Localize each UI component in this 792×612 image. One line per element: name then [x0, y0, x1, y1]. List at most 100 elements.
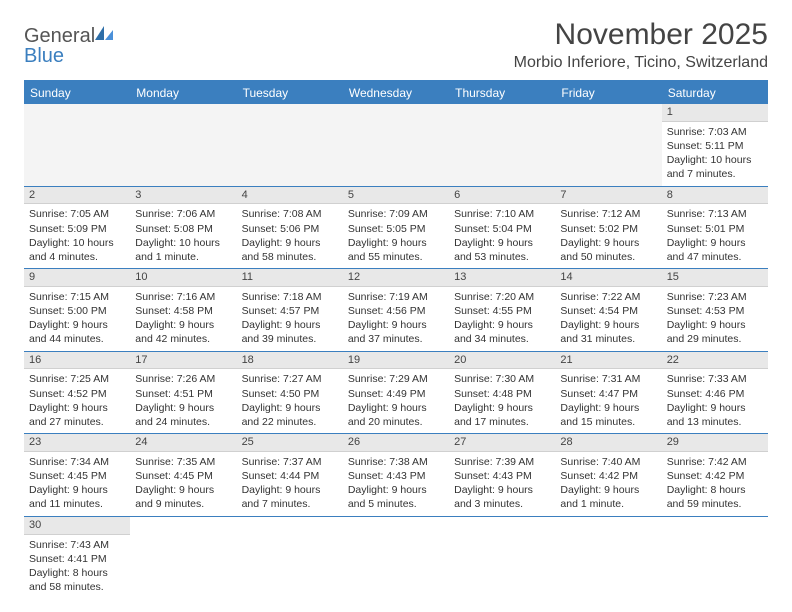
week-row: 16Sunrise: 7:25 AMSunset: 4:52 PMDayligh… [24, 352, 768, 435]
daylight-text: Daylight: 9 hours and 58 minutes. [242, 236, 338, 264]
sunset-text: Sunset: 4:45 PM [29, 469, 125, 483]
day-content: Sunrise: 7:26 AMSunset: 4:51 PMDaylight:… [130, 369, 236, 433]
day-number: 29 [662, 434, 768, 452]
week-row: 9Sunrise: 7:15 AMSunset: 5:00 PMDaylight… [24, 269, 768, 352]
daylight-text: Daylight: 9 hours and 15 minutes. [560, 401, 656, 429]
day-content: Sunrise: 7:25 AMSunset: 4:52 PMDaylight:… [24, 369, 130, 433]
day-cell: 18Sunrise: 7:27 AMSunset: 4:50 PMDayligh… [237, 352, 343, 435]
daylight-text: Daylight: 9 hours and 13 minutes. [667, 401, 763, 429]
day-cell: 22Sunrise: 7:33 AMSunset: 4:46 PMDayligh… [662, 352, 768, 435]
day-number: 1 [662, 104, 768, 122]
title-block: November 2025 Morbio Inferiore, Ticino, … [514, 18, 768, 72]
sunrise-text: Sunrise: 7:20 AM [454, 290, 550, 304]
sunset-text: Sunset: 4:45 PM [135, 469, 231, 483]
day-cell: 29Sunrise: 7:42 AMSunset: 4:42 PMDayligh… [662, 434, 768, 517]
day-number: 3 [130, 187, 236, 205]
dow-wednesday: Wednesday [343, 82, 449, 104]
daylight-text: Daylight: 9 hours and 3 minutes. [454, 483, 550, 511]
daylight-text: Daylight: 10 hours and 4 minutes. [29, 236, 125, 264]
day-content: Sunrise: 7:37 AMSunset: 4:44 PMDaylight:… [237, 452, 343, 516]
daylight-text: Daylight: 9 hours and 53 minutes. [454, 236, 550, 264]
day-content: Sunrise: 7:40 AMSunset: 4:42 PMDaylight:… [555, 452, 661, 516]
day-content: Sunrise: 7:39 AMSunset: 4:43 PMDaylight:… [449, 452, 555, 516]
day-content: Sunrise: 7:09 AMSunset: 5:05 PMDaylight:… [343, 204, 449, 268]
day-cell: 20Sunrise: 7:30 AMSunset: 4:48 PMDayligh… [449, 352, 555, 435]
day-cell: 21Sunrise: 7:31 AMSunset: 4:47 PMDayligh… [555, 352, 661, 435]
day-cell: 4Sunrise: 7:08 AMSunset: 5:06 PMDaylight… [237, 187, 343, 270]
sunset-text: Sunset: 4:42 PM [560, 469, 656, 483]
sunset-text: Sunset: 4:51 PM [135, 387, 231, 401]
sunset-text: Sunset: 5:09 PM [29, 222, 125, 236]
daylight-text: Daylight: 9 hours and 44 minutes. [29, 318, 125, 346]
sunrise-text: Sunrise: 7:15 AM [29, 290, 125, 304]
day-cell [343, 104, 449, 187]
daylight-text: Daylight: 9 hours and 42 minutes. [135, 318, 231, 346]
sunrise-text: Sunrise: 7:08 AM [242, 207, 338, 221]
day-number: 13 [449, 269, 555, 287]
day-content: Sunrise: 7:27 AMSunset: 4:50 PMDaylight:… [237, 369, 343, 433]
dow-sunday: Sunday [24, 82, 130, 104]
day-content: Sunrise: 7:35 AMSunset: 4:45 PMDaylight:… [130, 452, 236, 516]
sunrise-text: Sunrise: 7:12 AM [560, 207, 656, 221]
day-cell: 16Sunrise: 7:25 AMSunset: 4:52 PMDayligh… [24, 352, 130, 435]
daylight-text: Daylight: 9 hours and 50 minutes. [560, 236, 656, 264]
sunset-text: Sunset: 5:05 PM [348, 222, 444, 236]
day-content: Sunrise: 7:13 AMSunset: 5:01 PMDaylight:… [662, 204, 768, 268]
daylight-text: Daylight: 9 hours and 37 minutes. [348, 318, 444, 346]
daylight-text: Daylight: 9 hours and 5 minutes. [348, 483, 444, 511]
sunset-text: Sunset: 5:06 PM [242, 222, 338, 236]
sunrise-text: Sunrise: 7:37 AM [242, 455, 338, 469]
daylight-text: Daylight: 9 hours and 11 minutes. [29, 483, 125, 511]
sail-icon [93, 24, 115, 46]
day-number: 20 [449, 352, 555, 370]
day-cell [237, 104, 343, 187]
day-number: 8 [662, 187, 768, 205]
sunset-text: Sunset: 5:00 PM [29, 304, 125, 318]
day-number: 7 [555, 187, 661, 205]
day-cell: 25Sunrise: 7:37 AMSunset: 4:44 PMDayligh… [237, 434, 343, 517]
daylight-text: Daylight: 9 hours and 24 minutes. [135, 401, 231, 429]
daylight-text: Daylight: 9 hours and 9 minutes. [135, 483, 231, 511]
week-row: 23Sunrise: 7:34 AMSunset: 4:45 PMDayligh… [24, 434, 768, 517]
daylight-text: Daylight: 9 hours and 47 minutes. [667, 236, 763, 264]
sunset-text: Sunset: 4:43 PM [454, 469, 550, 483]
sunrise-text: Sunrise: 7:27 AM [242, 372, 338, 386]
sunset-text: Sunset: 4:44 PM [242, 469, 338, 483]
sunset-text: Sunset: 4:41 PM [29, 552, 125, 566]
sunset-text: Sunset: 4:58 PM [135, 304, 231, 318]
dow-monday: Monday [130, 82, 236, 104]
day-cell [24, 104, 130, 187]
day-cell: 2 Sunrise: 7:05 AMSunset: 5:09 PMDaylight… [24, 187, 130, 270]
day-cell [555, 104, 661, 187]
sunrise-text: Sunrise: 7:06 AM [135, 207, 231, 221]
location-text: Morbio Inferiore, Ticino, Switzerland [514, 54, 768, 72]
day-number: 10 [130, 269, 236, 287]
sunset-text: Sunset: 4:55 PM [454, 304, 550, 318]
week-row: 2Sunrise: 7:05 AMSunset: 5:09 PMDaylight… [24, 187, 768, 270]
day-number: 11 [237, 269, 343, 287]
sunset-text: Sunset: 4:57 PM [242, 304, 338, 318]
day-number: 2 [24, 187, 130, 205]
sunrise-text: Sunrise: 7:19 AM [348, 290, 444, 304]
day-content: Sunrise: 7:31 AMSunset: 4:47 PMDaylight:… [555, 369, 661, 433]
sunrise-text: Sunrise: 7:05 AM [29, 207, 125, 221]
sunrise-text: Sunrise: 7:03 AM [667, 125, 763, 139]
sunrise-text: Sunrise: 7:09 AM [348, 207, 444, 221]
sunset-text: Sunset: 4:50 PM [242, 387, 338, 401]
day-number: 15 [662, 269, 768, 287]
sunset-text: Sunset: 4:48 PM [454, 387, 550, 401]
day-cell: 11Sunrise: 7:18 AMSunset: 4:57 PMDayligh… [237, 269, 343, 352]
dow-saturday: Saturday [662, 82, 768, 104]
day-cell: 26Sunrise: 7:38 AMSunset: 4:43 PMDayligh… [343, 434, 449, 517]
day-number: 19 [343, 352, 449, 370]
day-content: Sunrise: 7:22 AMSunset: 4:54 PMDaylight:… [555, 287, 661, 351]
day-cell [343, 517, 449, 599]
weeks-container: 1Sunrise: 7:03 AMSunset: 5:11 PMDaylight… [24, 104, 768, 598]
sunset-text: Sunset: 4:42 PM [667, 469, 763, 483]
day-cell [237, 517, 343, 599]
sunset-text: Sunset: 5:08 PM [135, 222, 231, 236]
day-content: Sunrise: 7:30 AMSunset: 4:48 PMDaylight:… [449, 369, 555, 433]
daylight-text: Daylight: 9 hours and 17 minutes. [454, 401, 550, 429]
sunset-text: Sunset: 4:43 PM [348, 469, 444, 483]
sunset-text: Sunset: 4:54 PM [560, 304, 656, 318]
